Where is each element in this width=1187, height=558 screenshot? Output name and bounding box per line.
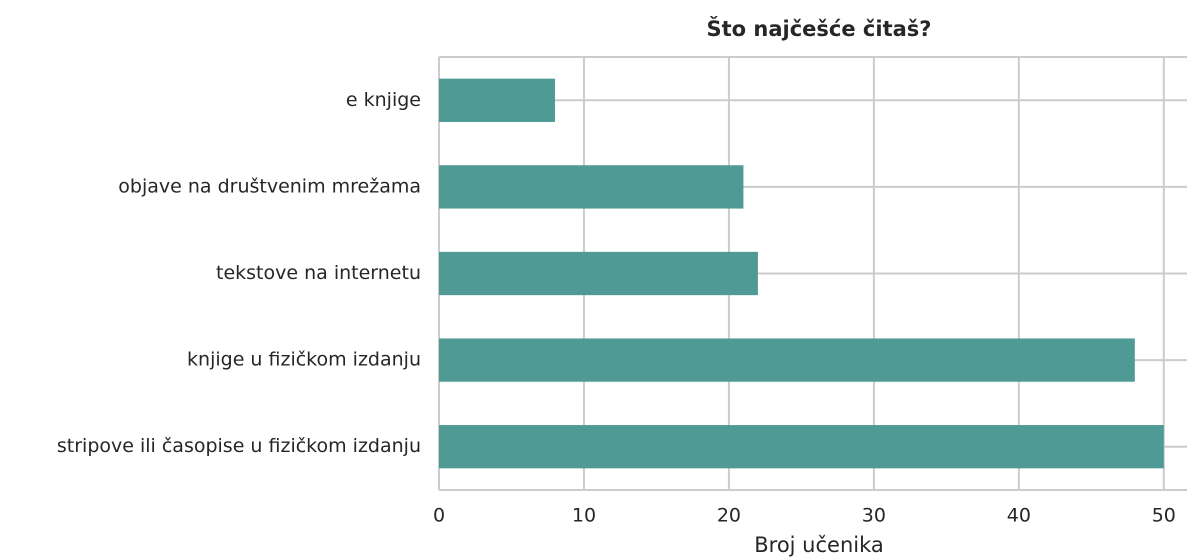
bar [439, 165, 744, 209]
x-tick-label: 50 [1152, 505, 1176, 527]
x-tick-label: 0 [433, 505, 445, 527]
x-axis-label: Broj učenika [754, 533, 884, 557]
y-tick-label: objave na društvenim mrežama [118, 175, 421, 197]
bar [439, 338, 1135, 382]
x-tick-label: 30 [862, 505, 886, 527]
chart-title: Što najčešće čitaš? [707, 16, 932, 41]
y-tick-label: e knjige [346, 89, 421, 111]
y-tick-label: stripove ili časopise u fizičkom izdanju [57, 435, 421, 457]
bar [439, 251, 758, 296]
bar [439, 78, 555, 122]
x-tick-label: 10 [572, 505, 596, 527]
x-tick-label: 40 [1007, 505, 1031, 527]
x-tick-label: 20 [717, 505, 741, 527]
y-tick-label: tekstove na internetu [216, 262, 421, 284]
y-tick-label: knjige u fizičkom izdanju [187, 349, 421, 371]
bar [439, 425, 1164, 469]
